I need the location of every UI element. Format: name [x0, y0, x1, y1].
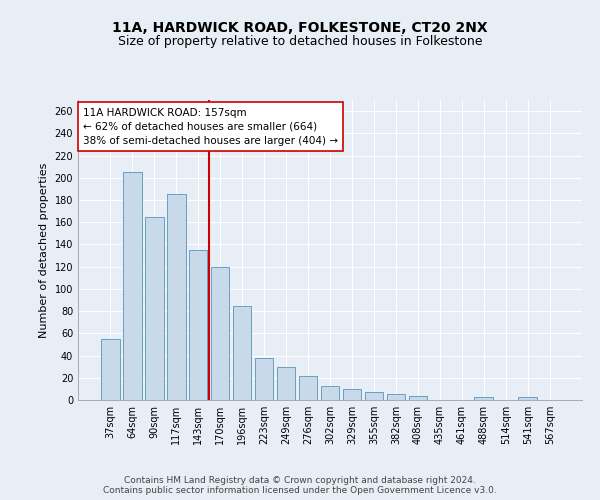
Text: Size of property relative to detached houses in Folkestone: Size of property relative to detached ho… [118, 36, 482, 49]
Bar [386, 394, 405, 400]
Bar [320, 386, 340, 400]
Bar [343, 389, 361, 400]
Bar [409, 396, 427, 400]
Bar [189, 250, 208, 400]
Bar [101, 339, 119, 400]
Bar [167, 194, 185, 400]
Bar [518, 396, 537, 400]
Bar [211, 266, 229, 400]
Bar [255, 358, 274, 400]
Bar [365, 392, 383, 400]
Bar [145, 216, 164, 400]
Bar [475, 396, 493, 400]
Y-axis label: Number of detached properties: Number of detached properties [39, 162, 49, 338]
Text: Contains HM Land Registry data © Crown copyright and database right 2024.: Contains HM Land Registry data © Crown c… [124, 476, 476, 485]
Text: 11A, HARDWICK ROAD, FOLKESTONE, CT20 2NX: 11A, HARDWICK ROAD, FOLKESTONE, CT20 2NX [112, 20, 488, 34]
Text: Contains public sector information licensed under the Open Government Licence v3: Contains public sector information licen… [103, 486, 497, 495]
Bar [299, 376, 317, 400]
Bar [277, 366, 295, 400]
Bar [233, 306, 251, 400]
Bar [123, 172, 142, 400]
Text: 11A HARDWICK ROAD: 157sqm
← 62% of detached houses are smaller (664)
38% of semi: 11A HARDWICK ROAD: 157sqm ← 62% of detac… [83, 108, 338, 146]
